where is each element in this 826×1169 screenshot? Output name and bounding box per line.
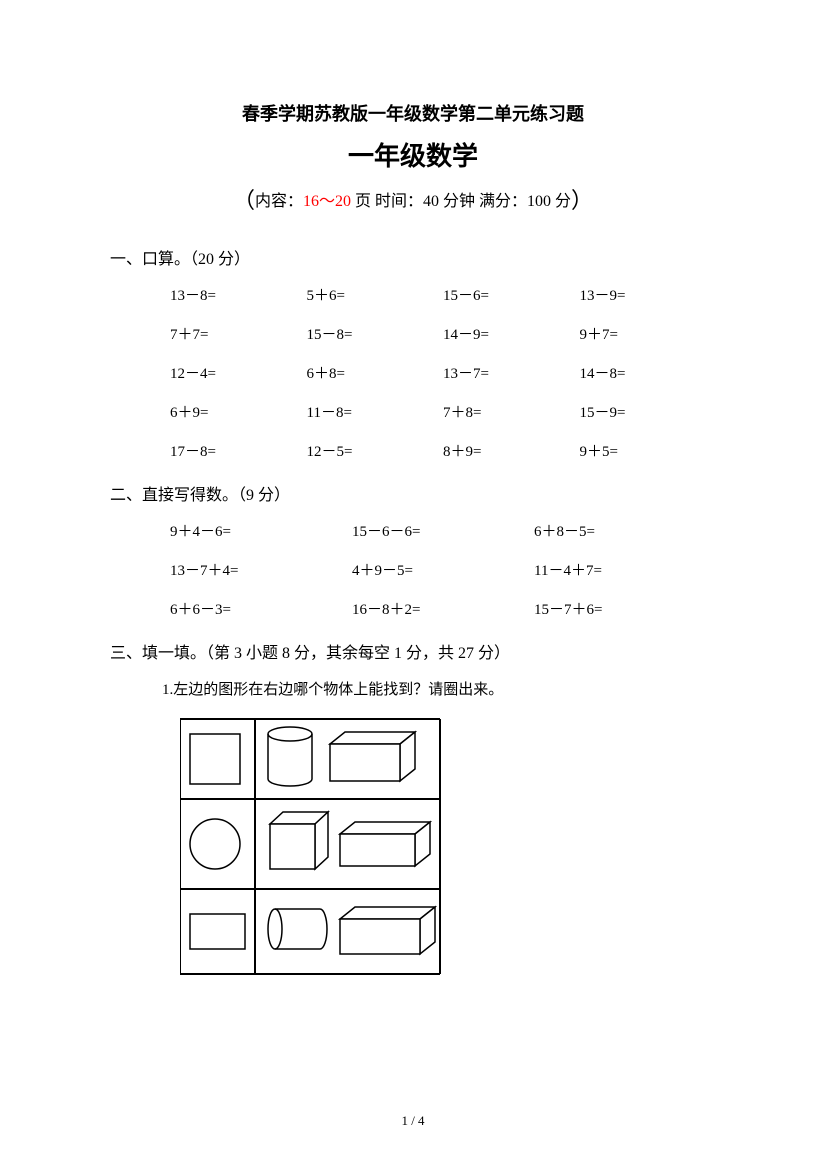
shapes-figure bbox=[180, 714, 716, 999]
meta-pages-suffix: 页 bbox=[351, 193, 371, 210]
problem-row: 6＋9=11－8=7＋8=15－9= bbox=[170, 401, 716, 422]
problem-row: 12－4=6＋8=13－7=14－8= bbox=[170, 362, 716, 383]
problem-cell: 11－8= bbox=[307, 401, 444, 422]
problem-cell: 8＋9= bbox=[443, 440, 580, 461]
problem-cell: 13－7＋4= bbox=[170, 559, 352, 580]
problem-cell: 9＋5= bbox=[580, 440, 717, 461]
problem-row: 6＋6－3=16－8＋2=15－7＋6= bbox=[170, 598, 716, 619]
problem-cell: 13－9= bbox=[580, 284, 717, 305]
problem-cell: 13－7= bbox=[443, 362, 580, 383]
problem-cell: 16－8＋2= bbox=[352, 598, 534, 619]
problem-row: 13－8=5＋6=15－6=13－9= bbox=[170, 284, 716, 305]
page-number: 1 / 4 bbox=[0, 1113, 826, 1129]
problem-cell: 14－9= bbox=[443, 323, 580, 344]
problem-cell: 12－5= bbox=[307, 440, 444, 461]
paren-close: ） bbox=[571, 188, 593, 213]
problem-row: 9＋4－6=15－6－6=6＋8－5= bbox=[170, 520, 716, 541]
problem-cell: 14－8= bbox=[580, 362, 717, 383]
section2-heading: 二、直接写得数。（9 分） bbox=[110, 481, 716, 505]
problem-cell: 7＋7= bbox=[170, 323, 307, 344]
meta-line: （内容：16～20 页 时间：40 分钟 满分：100 分） bbox=[110, 183, 716, 215]
meta-content-prefix: 内容： bbox=[255, 193, 303, 210]
problem-row: 13－7＋4=4＋9－5=11－4＋7= bbox=[170, 559, 716, 580]
section2-grid: 9＋4－6=15－6－6=6＋8－5= 13－7＋4=4＋9－5=11－4＋7= 6… bbox=[170, 520, 716, 619]
problem-cell: 9＋4－6= bbox=[170, 520, 352, 541]
title-main: 春季学期苏教版一年级数学第二单元练习题 bbox=[110, 100, 716, 126]
problem-cell: 15－6－6= bbox=[352, 520, 534, 541]
problem-cell: 15－9= bbox=[580, 401, 717, 422]
meta-time: 时间：40 分钟 bbox=[371, 193, 475, 210]
problem-row: 7＋7=15－8=14－9=9＋7= bbox=[170, 323, 716, 344]
problem-cell: 6＋9= bbox=[170, 401, 307, 422]
problem-cell: 9＋7= bbox=[580, 323, 717, 344]
problem-cell: 15－7＋6= bbox=[534, 598, 716, 619]
section1-grid: 13－8=5＋6=15－6=13－9= 7＋7=15－8=14－9=9＋7= 12－… bbox=[170, 284, 716, 461]
meta-score: 满分：100 分 bbox=[475, 193, 571, 210]
problem-cell: 15－6= bbox=[443, 284, 580, 305]
problem-cell: 4＋9－5= bbox=[352, 559, 534, 580]
title-sub: 一年级数学 bbox=[110, 136, 716, 173]
paren-open: （ bbox=[233, 188, 255, 213]
problem-cell: 6＋6－3= bbox=[170, 598, 352, 619]
problem-cell: 11－4＋7= bbox=[534, 559, 716, 580]
problem-cell: 7＋8= bbox=[443, 401, 580, 422]
problem-cell: 17－8= bbox=[170, 440, 307, 461]
problem-cell: 13－8= bbox=[170, 284, 307, 305]
problem-cell: 6＋8－5= bbox=[534, 520, 716, 541]
problem-cell: 5＋6= bbox=[307, 284, 444, 305]
problem-cell: 12－4= bbox=[170, 362, 307, 383]
section3-q1: 1.左边的图形在右边哪个物体上能找到？请圈出来。 bbox=[162, 678, 716, 699]
problem-cell: 6＋8= bbox=[307, 362, 444, 383]
problem-cell: 15－8= bbox=[307, 323, 444, 344]
meta-pages: 16～20 bbox=[303, 193, 351, 210]
section3-heading: 三、填一填。（第 3 小题 8 分，其余每空 1 分，共 27 分） bbox=[110, 639, 716, 663]
section1-heading: 一、口算。（20 分） bbox=[110, 245, 716, 269]
problem-row: 17－8=12－5=8＋9= 9＋5= bbox=[170, 440, 716, 461]
